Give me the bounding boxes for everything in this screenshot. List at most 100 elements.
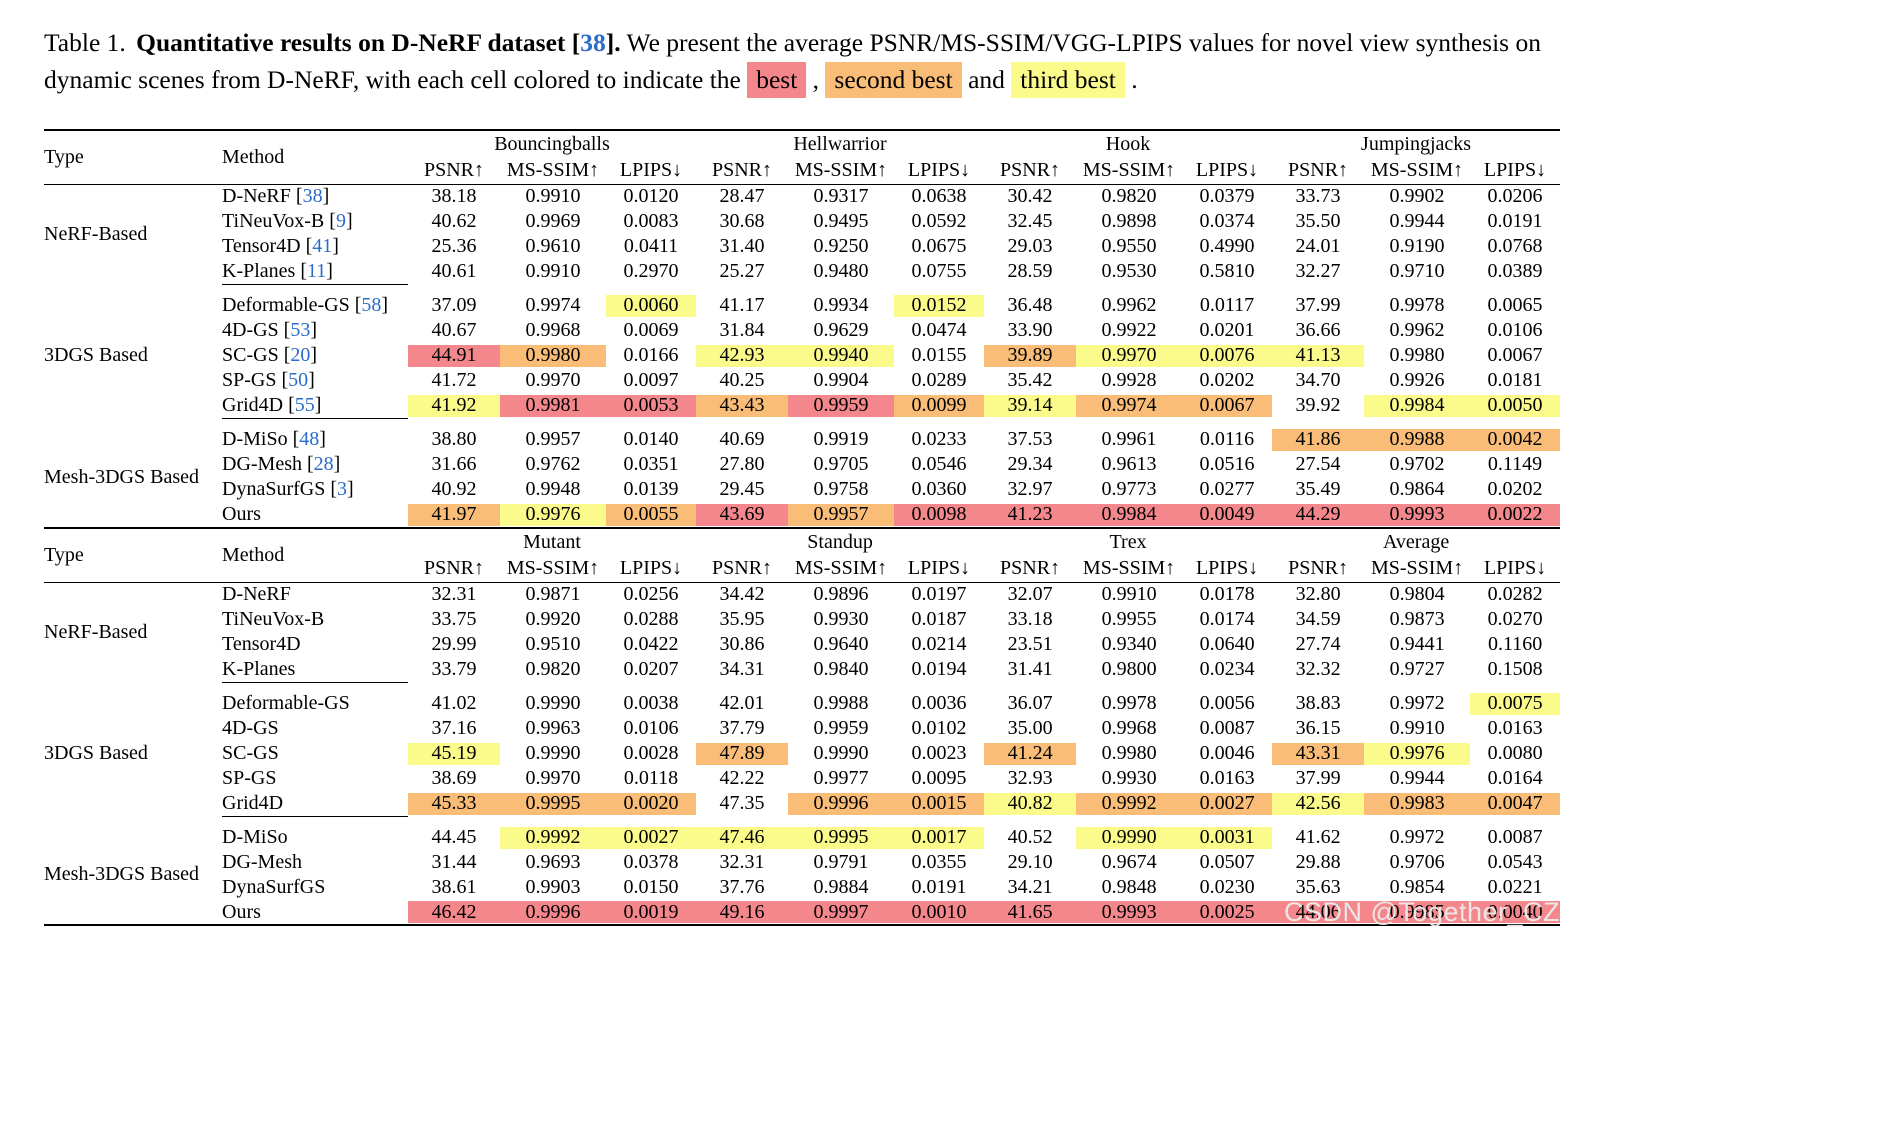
value-cell: 0.9970 [1076,343,1183,368]
citation-link[interactable]: 20 [290,344,311,366]
value-cell: 41.62 [1295,826,1341,848]
value-cell: 38.18 [431,185,477,208]
value-cell: 0.9441 [1389,633,1445,655]
value-cell: 0.9944 [1389,767,1445,789]
value-cell: 31.44 [431,851,477,873]
column-header-type: Type [44,130,222,185]
value-cell: 0.9864 [1389,478,1445,500]
value-cell: 0.0207 [623,658,679,680]
citation-link[interactable]: 48 [299,428,320,450]
type-label: NeRF-Based [44,620,148,643]
value-cell: 31.41 [1007,658,1053,680]
value-cell: 0.9920 [525,608,581,630]
method-cell: K-Planes [11] [222,259,333,282]
value-cell: 0.9190 [1389,235,1445,257]
value-cell: 42.93 [696,343,788,368]
value-cell: 0.4990 [1199,235,1255,257]
citation-link[interactable]: 28 [313,453,334,475]
citation-link[interactable]: 53 [290,319,311,341]
value-cell: 41.72 [431,369,477,391]
citation-link[interactable]: 9 [335,210,346,232]
value-cell: 37.09 [431,294,477,316]
citation-link[interactable]: 38 [580,28,606,57]
table-row: SC-GS [20] 44.91 0.9980 0.0166 42.93 0.9940 0.… [44,343,1560,368]
value-cell: 0.9884 [813,876,869,898]
metric-header: PSNR↑ [696,555,789,583]
value-cell: 0.9919 [813,428,869,450]
metric-header: LPIPS↓ [606,555,697,583]
value-cell: 0.9984 [1076,502,1183,527]
citation-link[interactable]: 41 [312,235,333,257]
scene-header: Mutant [523,530,581,553]
value-cell: 0.9970 [525,767,581,789]
value-cell: 43.31 [1272,741,1365,766]
value-cell: 32.27 [1295,260,1341,282]
value-cell: 0.0116 [1199,428,1255,450]
value-cell: 0.0019 [606,900,697,925]
value-cell: 40.92 [431,478,477,500]
value-cell: 0.9974 [1076,393,1183,418]
value-cell: 41.65 [984,900,1077,925]
value-cell: 0.9981 [500,393,606,418]
value-cell: 0.9985 [1364,900,1471,925]
table-row: K-Planes 33.79 0.9820 0.0207 34.31 0.9840 0.01… [44,657,1560,682]
method-cell: TiNeuVox-B [222,608,325,630]
type-label: 3DGS Based [44,742,148,764]
value-cell: 0.0202 [1487,478,1543,500]
value-cell: 0.9980 [500,343,606,368]
citation-link[interactable]: 50 [288,369,309,391]
scene-header: Hook [1105,132,1151,155]
value-cell: 40.69 [719,428,765,450]
value-cell: 39.89 [984,343,1077,368]
method-cell: TiNeuVox-B [9] [222,210,353,232]
method-cell: Ours [222,503,261,525]
citation-link[interactable]: 11 [307,259,327,282]
value-cell: 32.93 [1007,767,1053,789]
value-cell: 0.9640 [813,633,869,655]
value-cell: 0.0069 [623,319,679,341]
citation-link[interactable]: 3 [337,478,348,500]
table-row: Grid4D [55] 41.92 0.9981 0.0053 43.43 0.9959 0… [44,393,1561,418]
value-cell: 0.9978 [1389,294,1445,316]
table-row: TiNeuVox-B 33.75 0.9920 0.0288 35.95 0.9930 0.… [44,607,1560,632]
value-cell: 0.9962 [1101,294,1157,316]
value-cell: 47.35 [719,792,765,814]
method-cell: SC-GS [222,742,279,764]
value-cell: 34.70 [1295,369,1341,391]
value-cell: 32.31 [719,851,765,873]
value-cell: 0.9968 [525,319,581,341]
value-cell: 0.9840 [813,658,869,680]
method-cell: Grid4D [222,791,284,814]
value-cell: 35.50 [1295,210,1341,232]
citation-link[interactable]: 55 [294,393,315,416]
citation-link[interactable]: 38 [302,185,323,208]
value-cell: 0.0102 [911,717,967,739]
value-cell: 0.0031 [1182,825,1273,850]
value-cell: 0.9804 [1389,583,1445,606]
value-cell: 47.89 [696,741,789,766]
third-best-legend-chip: third best [1011,62,1125,98]
column-header-method: Method [222,528,408,583]
value-cell: 0.0288 [623,608,679,630]
table-number: Table 1. [44,28,126,57]
value-cell: 37.99 [1295,294,1341,316]
value-cell: 0.0060 [606,293,696,318]
type-label: NeRF-Based [44,222,148,245]
value-cell: 0.9898 [1101,210,1157,232]
value-cell: 27.80 [719,453,765,475]
value-cell: 0.0139 [623,478,679,500]
value-cell: 29.03 [1007,235,1053,257]
scene-header: Hellwarrior [793,132,887,155]
value-cell: 0.0360 [911,478,967,500]
value-cell: 0.0152 [894,293,985,318]
value-cell: 0.9340 [1101,633,1157,655]
value-cell: 0.9820 [525,658,581,680]
column-header-method: Method [222,130,408,185]
table-row: 3DGS Based Deformable-GS 41.02 0.9990 0.0038… [44,691,1561,764]
citation-link[interactable]: 58 [361,294,382,316]
type-label: 3DGS Based [44,344,148,366]
value-cell: 0.0230 [1199,876,1255,898]
value-cell: 41.02 [431,692,477,714]
caption-body: We present the average PSNR/MS-SSIM/VGG-… [44,28,1541,94]
value-cell: 0.0118 [623,767,679,789]
